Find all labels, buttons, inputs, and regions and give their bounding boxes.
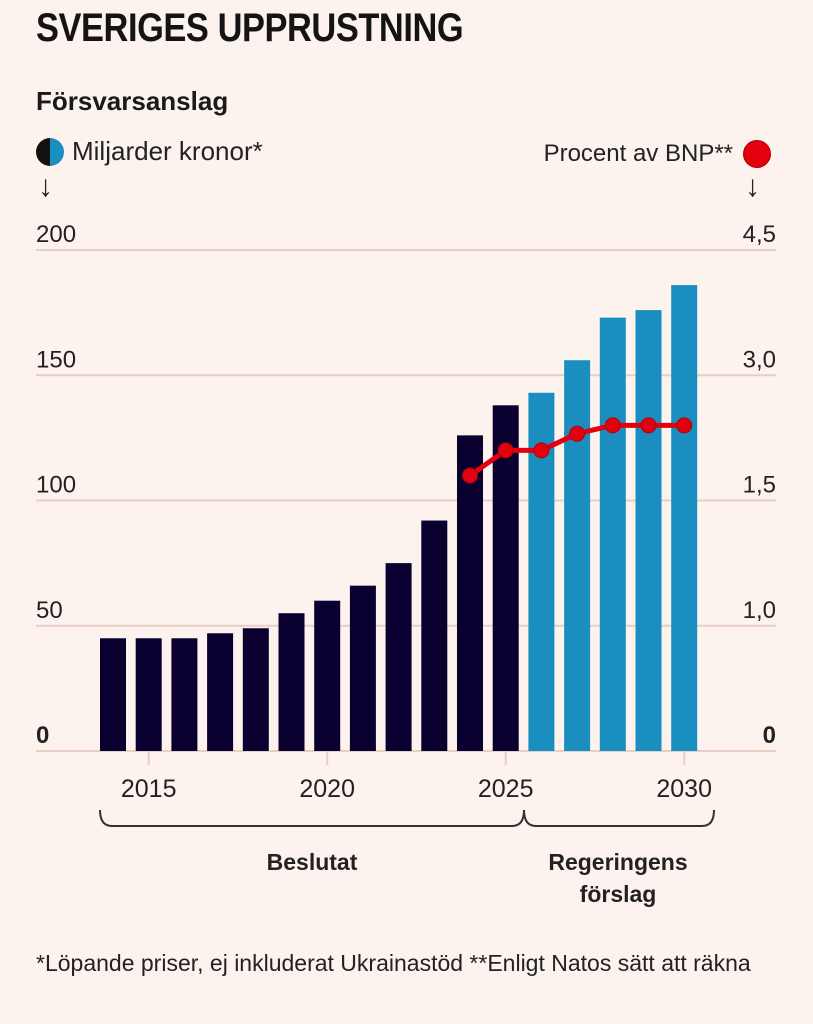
right-axis-ticks: 0 1,0 1,5 3,0 4,5	[743, 221, 776, 749]
chart-subtitle: Försvarsanslag	[36, 86, 229, 116]
bar-decided-2021	[349, 585, 376, 751]
x-tick-label: 2025	[478, 775, 534, 803]
bar-decided-2023	[421, 520, 448, 751]
left-tick-label: 0	[36, 722, 49, 749]
bar-decided-2016	[171, 638, 198, 751]
bar-decided-2019	[278, 613, 305, 751]
group-label-decided: Beslutat	[267, 849, 358, 875]
left-tick-label: 200	[36, 221, 76, 248]
x-tick-label: 2030	[656, 775, 712, 803]
right-tick-label: 1,5	[743, 472, 776, 499]
group-label-proposed: förslag	[580, 881, 657, 907]
bar-decided-2024	[457, 435, 483, 751]
bar-decided-2018	[242, 628, 269, 751]
half-circle-legend-icon	[36, 137, 64, 166]
legend-right-axis: Procent av BNP**	[544, 140, 771, 168]
right-tick-label: 4,5	[743, 221, 776, 248]
bar-proposed-2028	[599, 317, 626, 751]
x-axis: 2015 2020 2025 2030	[121, 751, 712, 803]
bracket-decided	[99, 809, 525, 827]
gdp-point-2027	[569, 425, 586, 442]
right-tick-label: 0	[763, 722, 776, 749]
footnote: *Löpande priser, ej inkluderat Ukrainast…	[36, 950, 751, 976]
x-tick-label: 2015	[121, 775, 177, 803]
legend-right-label: Procent av BNP**	[543, 140, 733, 167]
chart-title: SVERIGES UPPRUSTNING	[36, 6, 464, 50]
down-arrow-icon: ↓	[745, 170, 760, 203]
legend-left-label: Miljarder kronor*	[72, 136, 263, 166]
right-tick-label: 3,0	[743, 346, 776, 373]
bar-decided-2014	[100, 638, 126, 751]
left-tick-label: 50	[36, 597, 63, 624]
bars	[100, 285, 698, 751]
left-tick-label: 150	[36, 346, 76, 373]
right-tick-label: 1,0	[743, 597, 776, 624]
x-tick-label: 2020	[299, 775, 355, 803]
group-label-proposed: Regeringens	[548, 849, 687, 875]
gdp-point-2028	[604, 417, 621, 434]
legend-left-axis: Miljarder kronor*	[36, 136, 263, 167]
bar-decided-2020	[314, 600, 341, 751]
red-circle-legend-icon	[743, 140, 771, 168]
bar-decided-2017	[207, 633, 234, 751]
down-arrow-icon: ↓	[38, 170, 53, 203]
left-tick-label: 100	[36, 472, 76, 499]
gdp-line	[462, 417, 693, 484]
gdp-point-2025	[497, 442, 514, 459]
group-brackets: Beslutat Regeringens förslag	[99, 809, 715, 907]
bracket-proposed	[523, 809, 715, 827]
left-axis-ticks: 0 50 100 150 200	[36, 221, 76, 749]
bar-decided-2015	[135, 638, 162, 751]
bar-proposed-2030	[671, 285, 698, 751]
bar-proposed-2027	[564, 360, 591, 751]
bar-decided-2025	[492, 405, 519, 751]
gdp-point-2024	[462, 467, 478, 484]
bar-decided-2022	[385, 563, 412, 751]
gdp-point-2030	[676, 417, 693, 434]
gdp-point-2029	[640, 417, 657, 434]
bar-proposed-2029	[635, 310, 662, 751]
gdp-point-2026	[533, 442, 550, 459]
